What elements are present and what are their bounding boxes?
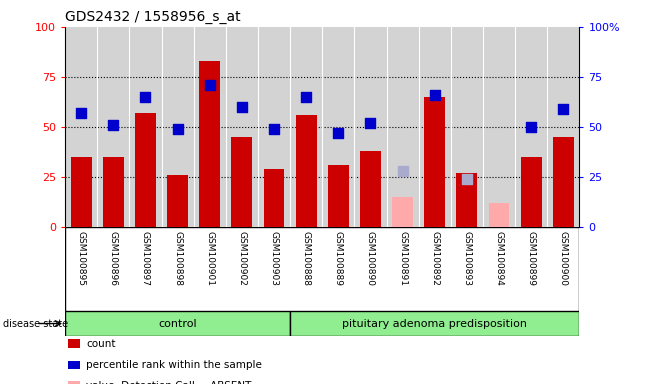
- Text: GSM100896: GSM100896: [109, 231, 118, 286]
- Point: [301, 94, 311, 100]
- Bar: [167, 175, 188, 227]
- Point: [140, 94, 150, 100]
- Text: GSM100893: GSM100893: [462, 231, 471, 286]
- Text: GSM100891: GSM100891: [398, 231, 407, 286]
- Text: percentile rank within the sample: percentile rank within the sample: [86, 360, 262, 370]
- Bar: [103, 157, 124, 227]
- Bar: [360, 151, 381, 227]
- Text: GSM100895: GSM100895: [77, 231, 86, 286]
- Bar: [296, 115, 316, 227]
- Point: [173, 126, 183, 132]
- Text: GSM100892: GSM100892: [430, 231, 439, 286]
- Text: GSM100889: GSM100889: [334, 231, 343, 286]
- Text: GSM100903: GSM100903: [270, 231, 279, 286]
- Bar: [521, 157, 542, 227]
- Text: GDS2432 / 1558956_s_at: GDS2432 / 1558956_s_at: [65, 10, 241, 25]
- Text: GSM100899: GSM100899: [527, 231, 536, 286]
- Point: [558, 106, 568, 112]
- Bar: [232, 137, 253, 227]
- Text: pituitary adenoma predisposition: pituitary adenoma predisposition: [342, 318, 527, 329]
- Bar: [71, 157, 92, 227]
- Text: GSM100888: GSM100888: [301, 231, 311, 286]
- Text: control: control: [158, 318, 197, 329]
- Point: [526, 124, 536, 130]
- Bar: [199, 61, 220, 227]
- Point: [76, 110, 87, 116]
- Bar: [65, 311, 290, 336]
- Text: GSM100897: GSM100897: [141, 231, 150, 286]
- Bar: [456, 173, 477, 227]
- Point: [397, 167, 408, 174]
- Text: disease state: disease state: [3, 318, 68, 329]
- Text: GSM100890: GSM100890: [366, 231, 375, 286]
- Bar: [290, 311, 579, 336]
- Bar: [553, 137, 574, 227]
- Text: GSM100898: GSM100898: [173, 231, 182, 286]
- Text: count: count: [86, 339, 115, 349]
- Point: [333, 130, 344, 136]
- Point: [462, 175, 472, 182]
- Text: GSM100901: GSM100901: [205, 231, 214, 286]
- Bar: [424, 97, 445, 227]
- Text: GSM100902: GSM100902: [238, 231, 246, 286]
- Point: [269, 126, 279, 132]
- Bar: [135, 113, 156, 227]
- Point: [108, 122, 118, 128]
- Point: [237, 104, 247, 110]
- Point: [430, 92, 440, 98]
- Bar: [328, 165, 349, 227]
- Text: GSM100900: GSM100900: [559, 231, 568, 286]
- Bar: [392, 197, 413, 227]
- Point: [365, 120, 376, 126]
- Bar: [489, 203, 510, 227]
- Bar: [264, 169, 284, 227]
- Text: value, Detection Call = ABSENT: value, Detection Call = ABSENT: [86, 381, 251, 384]
- Text: GSM100894: GSM100894: [495, 231, 503, 286]
- Point: [204, 82, 215, 88]
